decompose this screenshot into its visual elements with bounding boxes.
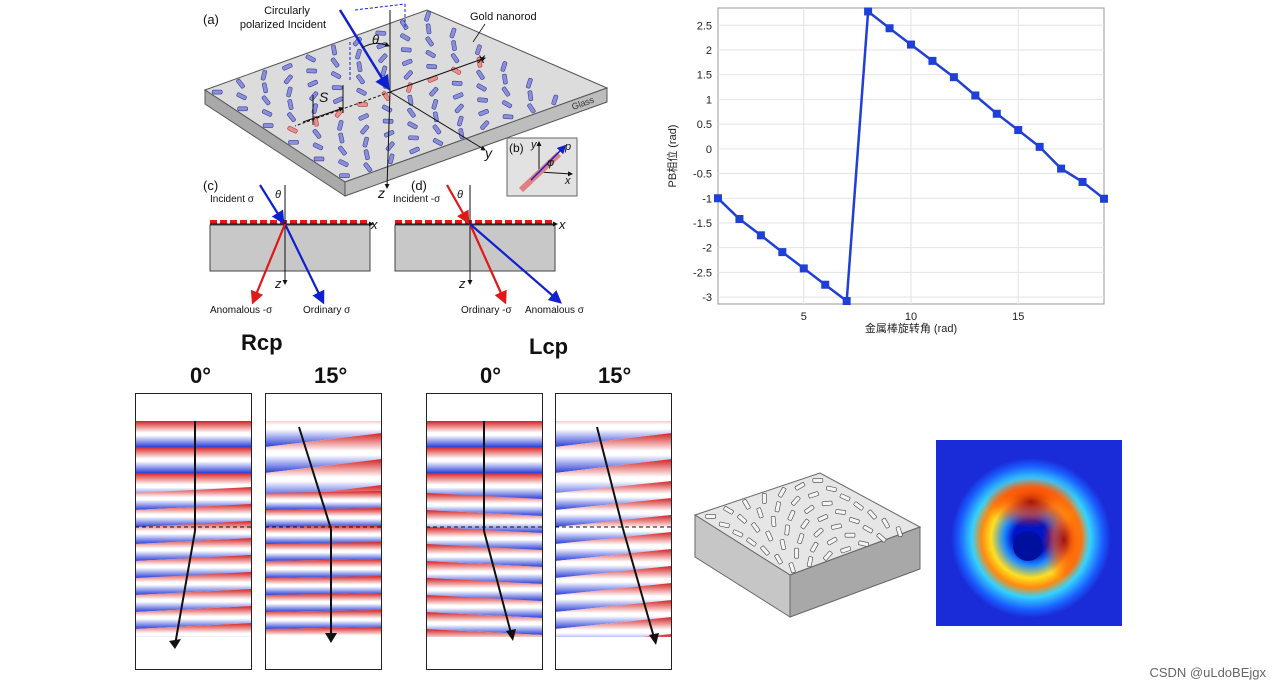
d-theta-label: θ — [457, 189, 463, 201]
substrate-d — [394, 224, 556, 272]
chart-ytick-label: -2 — [702, 243, 712, 255]
chart-ytick-label: 0 — [706, 144, 712, 156]
chart-point — [907, 40, 915, 49]
rcp-angle-15-label: 15° — [314, 363, 348, 388]
pb-phase-chart: 2.5 2 1.5 1 0.5 0 -0.5 -1 -1.5 -2 -2.5 -3 5 10 15 金属棒旋… — [665, 7, 1108, 335]
field-panel-rcp-15 — [265, 393, 382, 670]
rcp-label: Rcp — [241, 330, 283, 355]
panel-d-label: (d) — [411, 178, 427, 193]
chart-point — [714, 194, 722, 203]
chart-point — [992, 109, 1001, 118]
field-panel-lcp-15 — [555, 393, 672, 670]
chart-point — [1100, 194, 1108, 203]
chart-xtick-label: 5 — [801, 311, 807, 323]
chart-point — [778, 248, 787, 257]
c-incident-label: Incident σ — [210, 194, 255, 205]
chart-point — [756, 231, 765, 240]
chart-ytick-label: -1 — [702, 193, 712, 205]
lcp-label: Lcp — [529, 334, 569, 359]
lcp-angle-15-label: 15° — [598, 363, 632, 388]
d-ordinary-label: Ordinary -σ — [461, 305, 512, 316]
rcp-angle-0-label: 0° — [190, 363, 212, 388]
d-x-label: x — [558, 217, 566, 232]
chart-ytick-label: -1.5 — [693, 218, 712, 230]
axis-z-label: z — [377, 185, 385, 201]
chart-point — [821, 280, 830, 289]
chart-point — [842, 297, 851, 306]
c-x-label: x — [370, 217, 378, 232]
chart-point — [1057, 164, 1066, 173]
chart-ytick-label: 2 — [706, 45, 712, 57]
theta-label: θ — [372, 32, 379, 47]
c-z-label: z — [274, 276, 282, 291]
chart-point — [928, 56, 937, 65]
chart-ytick-label: -0.5 — [693, 169, 712, 181]
period-label: S — [319, 89, 329, 105]
chart-ytick-label: 1 — [706, 94, 712, 106]
chart-point — [885, 24, 894, 33]
chart-ytick-label: -2.5 — [693, 267, 712, 279]
inset-y-label: y — [530, 139, 538, 151]
chart-point — [1014, 126, 1023, 135]
chart-point — [799, 264, 808, 273]
nanorod-array — [211, 11, 559, 179]
axis-y-label: y — [484, 145, 493, 161]
chart-point — [971, 91, 980, 100]
glass-side-face — [344, 87, 608, 197]
chart-xtick-label: 10 — [905, 311, 917, 323]
chart-ytick-label: -3 — [702, 292, 712, 304]
chart-point — [1035, 142, 1044, 151]
incident-label-2: polarized Incident — [240, 19, 326, 31]
d-z-label: z — [458, 276, 466, 291]
watermark: CSDN @uLdoBEjgx — [1149, 665, 1266, 680]
inset-phi-label: φ — [547, 157, 554, 169]
c-anomalous-label: Anomalous -σ — [210, 305, 273, 316]
d-incident-label: Incident -σ — [393, 194, 441, 205]
metasurface-schematic: (a) Circularly polarized Incident Gold n… — [203, 3, 609, 316]
chart-point — [735, 215, 744, 224]
panel-b-label: (b) — [509, 141, 524, 155]
field-panel-lcp-0 — [426, 393, 543, 670]
nanorod-label: Gold nanorod — [470, 11, 537, 23]
metasurface-block-3d — [693, 472, 922, 618]
chart-ylabel: PB相位 (rad) — [665, 125, 679, 188]
chart-point — [1078, 177, 1087, 186]
incident-label-1: Circularly — [264, 5, 310, 17]
axis-x-label: x — [477, 50, 486, 66]
chart-ytick-label: 2.5 — [697, 20, 712, 32]
panel-c-label: (c) — [203, 178, 218, 193]
lcp-angle-0-label: 0° — [480, 363, 502, 388]
chart-point — [864, 7, 873, 16]
chart-xlabel: 金属棒旋转角 (rad) — [865, 321, 957, 335]
panel-a-label: (a) — [203, 12, 219, 27]
inset-p-label: p — [564, 141, 571, 153]
chart-ytick-label: 0.5 — [697, 119, 712, 131]
d-anomalous-label: Anomalous σ — [525, 305, 585, 316]
chart-xtick-label: 15 — [1012, 311, 1024, 323]
vortex-intensity-map — [936, 440, 1122, 626]
field-panel-rcp-0 — [135, 393, 252, 670]
inset-x-label: x — [564, 175, 571, 187]
chart-ytick-label: 1.5 — [697, 70, 712, 82]
chart-point — [949, 73, 958, 82]
c-theta-label: θ — [275, 189, 281, 201]
c-ordinary-label: Ordinary σ — [303, 305, 351, 316]
